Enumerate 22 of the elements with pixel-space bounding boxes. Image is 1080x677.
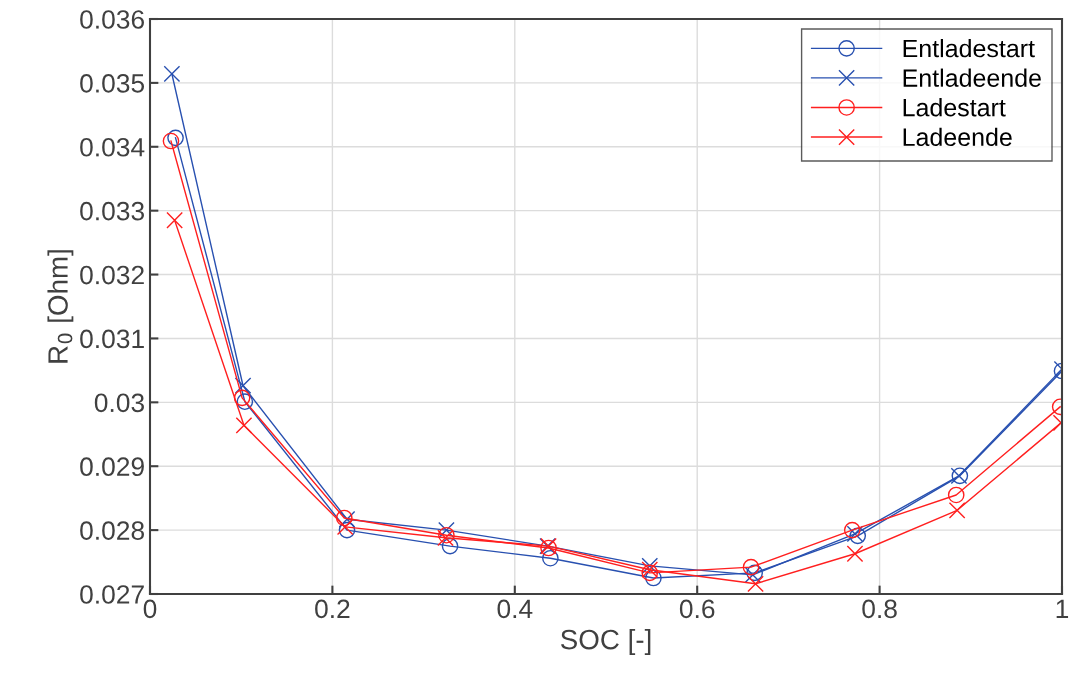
x-tick-label: 0.8	[862, 599, 897, 619]
x-tick-label: 0.4	[497, 599, 533, 619]
y-tick-label: 0.036	[80, 10, 144, 29]
legend-label: Entladeende	[903, 68, 1041, 87]
legend-label: Entladestart	[903, 39, 1035, 58]
legend-label: Ladestart	[903, 98, 1006, 117]
y-tick-label: 0.031	[80, 329, 144, 349]
x-tick-label: 0.2	[315, 599, 350, 619]
x-tick-label: 0.6	[679, 599, 715, 619]
y-tick-label: 0.029	[80, 457, 144, 477]
legend-label: Ladeende	[903, 127, 1012, 147]
y-tick-label: 0.035	[80, 74, 145, 93]
y-tick-label: 0.028	[80, 521, 144, 540]
x-axis-title: SOC [-]	[560, 629, 651, 655]
x-tick-label: 0	[143, 599, 157, 619]
y-axis-title: R$_{0}$ [Ohm]	[47, 250, 74, 363]
y-tick-label: 0.032	[80, 265, 144, 285]
y-tick-label: 0.034	[80, 137, 145, 157]
y-tick-label: 0.03	[94, 393, 144, 413]
y-tick-label: 0.033	[80, 201, 144, 221]
y-tick-label: 0.027	[80, 585, 144, 604]
x-tick-label: 1	[1056, 599, 1069, 618]
